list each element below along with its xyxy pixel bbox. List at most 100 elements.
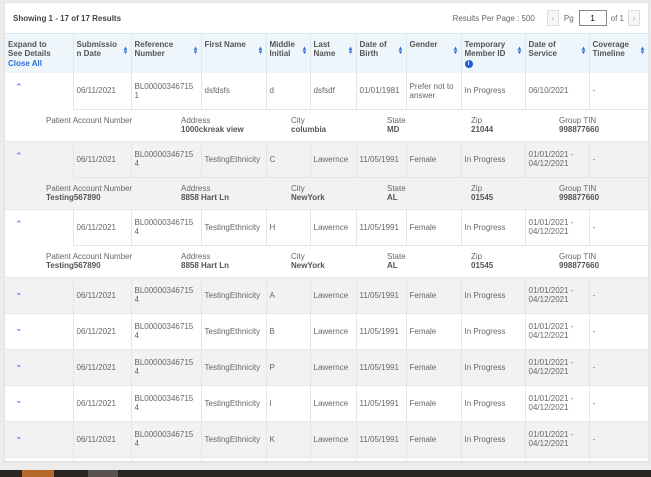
detail-label: Group TIN — [559, 252, 597, 261]
detail-value: 01545 — [471, 261, 494, 270]
table-cell: - — [589, 313, 649, 350]
detail-field: Patient Account Number Testing567890 — [46, 184, 181, 202]
column-header[interactable]: Last Name ▲ ▼ — [310, 33, 357, 73]
chevron-down-icon: ⌄ — [15, 394, 23, 405]
close-all-link[interactable]: Close All — [8, 59, 42, 68]
table-cell — [589, 457, 649, 462]
sort-icon[interactable]: ▲ ▼ — [301, 46, 308, 56]
detail-label: State — [387, 252, 406, 261]
sort-icon[interactable]: ▲ ▼ — [580, 46, 587, 56]
chevron-down-icon: ⌄ — [15, 322, 23, 333]
column-header[interactable]: Date of Birth ▲ ▼ — [356, 33, 407, 73]
table-cell: - — [589, 385, 649, 422]
table-row: ⌃ 06/11/2021 BL000003467154 TestingEthnicit… — [5, 141, 649, 178]
results-per-page[interactable]: Results Per Page : 500 — [452, 13, 535, 23]
expand-toggle[interactable]: ⌃ — [5, 141, 74, 177]
detail-field: Address 1000ckreak view — [181, 116, 291, 134]
next-page-button[interactable]: › — [628, 10, 640, 26]
taskbar-item[interactable] — [88, 470, 118, 477]
expand-toggle[interactable]: ⌄ — [5, 385, 74, 422]
detail-value: 1000ckreak view — [181, 125, 244, 134]
table-cell: - — [589, 209, 649, 246]
table-cell: 06/11/2021 — [73, 349, 132, 386]
table-cell: 01/01/2021 - 04/12/2021 — [525, 141, 590, 178]
sort-icon[interactable]: ▲ ▼ — [452, 46, 459, 56]
prev-page-button[interactable]: ‹ — [546, 10, 559, 26]
column-header[interactable]: First Name ▲ ▼ — [201, 33, 267, 73]
table-cell: 11/05/1991 — [356, 277, 407, 314]
table-cell: C — [266, 141, 311, 178]
column-label: Reference Number — [134, 40, 174, 58]
detail-value: 998877660 — [559, 125, 600, 134]
sort-icon[interactable]: ▲ ▼ — [192, 46, 199, 56]
table-cell: 11/05/1991 — [356, 313, 407, 350]
detail-label: City — [291, 116, 305, 125]
expand-toggle[interactable]: ⌃ — [5, 73, 74, 109]
detail-label: State — [387, 116, 406, 125]
detail-label: Zip — [471, 252, 483, 261]
detail-row: Patient Account Number Testing567890 Addre… — [5, 177, 648, 210]
table-cell: BL000003467154 — [131, 141, 202, 178]
detail-value: 01545 — [471, 193, 494, 202]
expand-toggle[interactable]: ⌄ — [5, 349, 74, 386]
sort-icon[interactable]: ▲ ▼ — [257, 46, 264, 56]
table-cell: 01/01/2021 - 04/12/2021 — [525, 209, 590, 246]
table-cell: 06/11/2021 — [73, 73, 132, 110]
detail-value: 8858 Hart Ln — [181, 193, 230, 202]
sort-icon[interactable]: ▲ ▼ — [639, 46, 646, 56]
expand-toggle[interactable]: ⌃ — [5, 209, 74, 245]
column-header[interactable]: Reference Number ▲ ▼ — [131, 33, 202, 73]
table-cell: 06/11/2021 — [73, 313, 132, 350]
column-header[interactable]: Temporary Member ID i ▲ ▼ — [461, 33, 526, 73]
table-cell: TestingEthnicity — [201, 349, 267, 386]
table-cell: 11/05/1991 — [356, 349, 407, 386]
table-cell: - — [589, 73, 649, 110]
sort-icon[interactable]: ▲ ▼ — [397, 46, 404, 56]
table-cell: 01/01/2021 - 04/12/2021 — [525, 277, 590, 314]
detail-field: Group TIN 998877660 — [559, 116, 639, 134]
column-header[interactable]: Gender ▲ ▼ — [406, 33, 462, 73]
column-header[interactable]: Middle Initial ▲ ▼ — [266, 33, 311, 73]
table-cell: BL000003467154 — [131, 349, 202, 386]
table-cell — [461, 457, 526, 462]
expand-toggle[interactable]: ⌄ — [5, 421, 74, 458]
table-cell: 01/01/2021 - 04/12/2021 — [525, 421, 590, 458]
table-cell: In Progress — [461, 141, 526, 178]
detail-field: Group TIN 998877660 — [559, 252, 639, 270]
table-cell: I — [266, 385, 311, 422]
detail-field: Address 8858 Hart Ln — [181, 184, 291, 202]
sort-icon[interactable]: ▲ ▼ — [516, 46, 523, 56]
detail-label: City — [291, 252, 305, 261]
table-cell: Female — [406, 313, 462, 350]
column-header[interactable]: Submission Date ▲ ▼ — [73, 33, 132, 73]
expand-header: Expand to See Details Close All — [5, 33, 74, 73]
page-total: of 1 — [610, 13, 624, 23]
detail-value: MD — [387, 125, 400, 134]
expand-toggle[interactable] — [5, 457, 74, 462]
chevron-down-icon: ⌄ — [15, 286, 23, 297]
table-cell — [406, 457, 462, 462]
table-cell: 06/11/2021 — [73, 277, 132, 314]
expand-toggle[interactable]: ⌄ — [5, 313, 74, 350]
table-cell: Female — [406, 209, 462, 246]
page-input[interactable] — [578, 10, 607, 26]
table-cell — [356, 457, 407, 462]
table-cell: 06/11/2021 — [73, 421, 132, 458]
info-icon[interactable]: i — [464, 60, 473, 68]
table-cell: - — [589, 349, 649, 386]
table-cell: H — [266, 209, 311, 246]
expand-toggle[interactable]: ⌄ — [5, 277, 74, 314]
column-header[interactable]: Date of Service ▲ ▼ — [525, 33, 590, 73]
sort-icon[interactable]: ▲ ▼ — [347, 46, 354, 56]
column-header[interactable]: Coverage Timeline ▲ ▼ — [589, 33, 649, 73]
table-cell: In Progress — [461, 277, 526, 314]
results-panel: Showing 1 - 17 of 17 Results Results Per… — [4, 2, 649, 463]
table-cell: TestingEthnicity — [201, 209, 267, 246]
table-cell: TestingEthnicity — [201, 141, 267, 178]
detail-field: State AL — [387, 184, 471, 202]
taskbar-item[interactable] — [22, 470, 54, 477]
sort-icon[interactable]: ▲ ▼ — [122, 46, 129, 56]
table-cell: BL000003467151 — [131, 73, 202, 110]
table-cell: Lawernce — [310, 277, 357, 314]
table-cell: d — [266, 73, 311, 110]
